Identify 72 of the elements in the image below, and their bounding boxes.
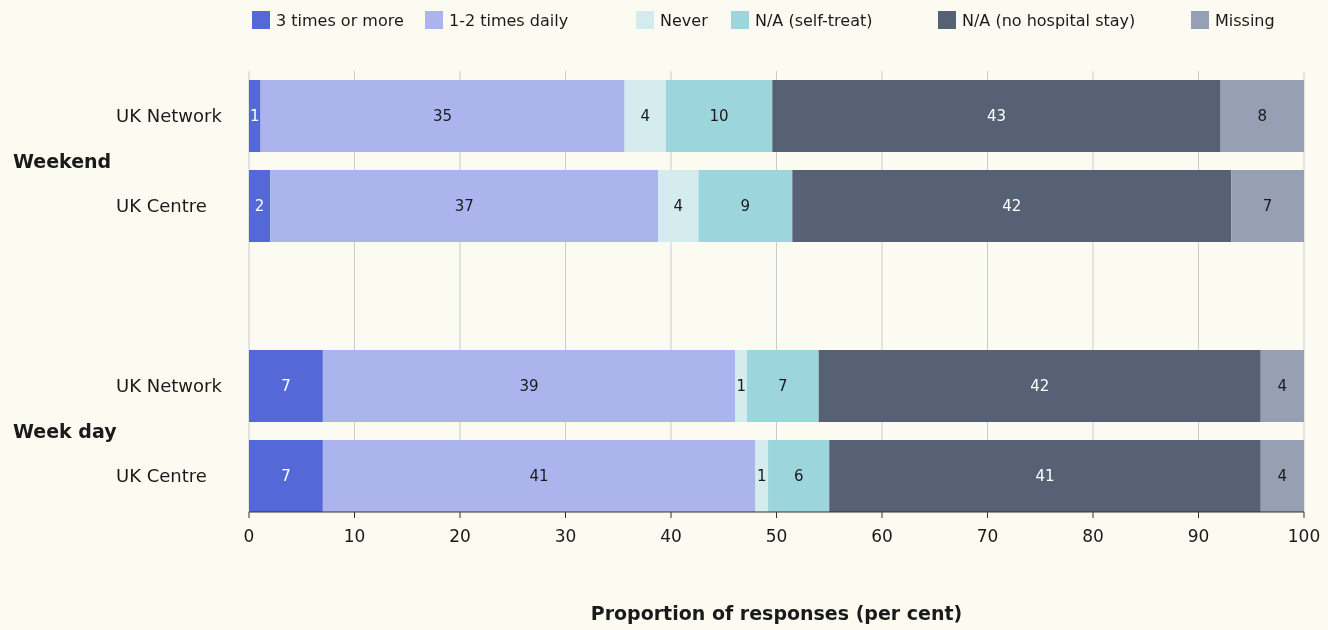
bar — [322, 350, 736, 422]
data-label: 35 — [433, 107, 453, 126]
x-tick-label: 100 — [1287, 526, 1321, 546]
legend-label: Never — [660, 10, 709, 30]
x-tick-label: 50 — [765, 526, 788, 546]
data-label: 7 — [1262, 197, 1273, 216]
x-axis-title: Proportion of responses (per cent) — [590, 602, 963, 624]
data-label: 42 — [1002, 197, 1022, 216]
legend-label: Missing — [1215, 10, 1275, 30]
legend-label: N/A (no hospital stay) — [962, 10, 1136, 30]
x-tick-label: 70 — [976, 526, 999, 546]
data-label: 7 — [281, 467, 291, 486]
bar — [768, 440, 830, 512]
bar — [249, 440, 323, 512]
y-tick-label: UK Network — [116, 105, 223, 127]
data-label: 4 — [1277, 467, 1288, 486]
bar — [624, 80, 666, 152]
bar — [322, 440, 756, 512]
data-label: 8 — [1257, 107, 1268, 126]
text: Weekend — [13, 149, 112, 172]
data-label: 4 — [1277, 377, 1288, 396]
data-label: 1 — [250, 107, 260, 126]
legend-label: 1-2 times daily — [449, 10, 569, 30]
data-label: 41 — [529, 467, 549, 486]
data-label: 41 — [1035, 467, 1055, 486]
bar — [249, 170, 271, 242]
bar — [249, 350, 323, 422]
y-tick-label: UK Network — [116, 375, 223, 397]
bar — [746, 350, 819, 422]
bar — [270, 170, 659, 242]
data-label: 39 — [519, 377, 539, 396]
legend-label: 3 times or more — [276, 10, 404, 30]
bar — [698, 170, 793, 242]
bar — [1231, 170, 1304, 242]
x-tick-label: 30 — [554, 526, 577, 546]
bar — [665, 80, 773, 152]
x-tick-label: 80 — [1082, 526, 1104, 546]
bar — [1260, 350, 1304, 422]
data-label: 43 — [986, 107, 1007, 126]
y-tick-label: UK Centre — [116, 195, 207, 217]
bar — [735, 350, 747, 422]
x-tick-label: 10 — [343, 526, 366, 546]
bar — [829, 440, 1261, 512]
data-label: 10 — [709, 107, 729, 126]
x-tick-label: 40 — [660, 526, 682, 546]
data-label: 6 — [793, 467, 804, 486]
data-label: 7 — [281, 377, 291, 396]
bar — [772, 80, 1221, 152]
bar — [1260, 440, 1304, 512]
bar — [249, 80, 261, 152]
data-label: 37 — [454, 197, 474, 216]
data-label: 9 — [740, 197, 751, 216]
bar — [1220, 80, 1305, 152]
x-tick-label: 60 — [871, 526, 893, 546]
y-tick-label: UK Centre — [116, 465, 207, 487]
bar — [818, 350, 1261, 422]
x-tick-label: 20 — [449, 526, 471, 546]
legend-label: N/A (self-treat) — [755, 10, 873, 30]
text: Week day — [13, 419, 118, 442]
data-label: 7 — [778, 377, 788, 396]
data-label: 1 — [736, 377, 746, 396]
data-label: 4 — [673, 197, 684, 216]
bar — [792, 170, 1232, 242]
bar — [755, 440, 769, 512]
data-label: 1 — [756, 467, 767, 486]
x-tick-label: 90 — [1187, 526, 1210, 546]
x-tick-label: 0 — [243, 526, 255, 546]
data-label: 42 — [1030, 377, 1050, 396]
data-label: 4 — [640, 107, 650, 126]
data-label: 2 — [254, 197, 265, 216]
bar — [658, 170, 699, 242]
bar — [260, 80, 625, 152]
